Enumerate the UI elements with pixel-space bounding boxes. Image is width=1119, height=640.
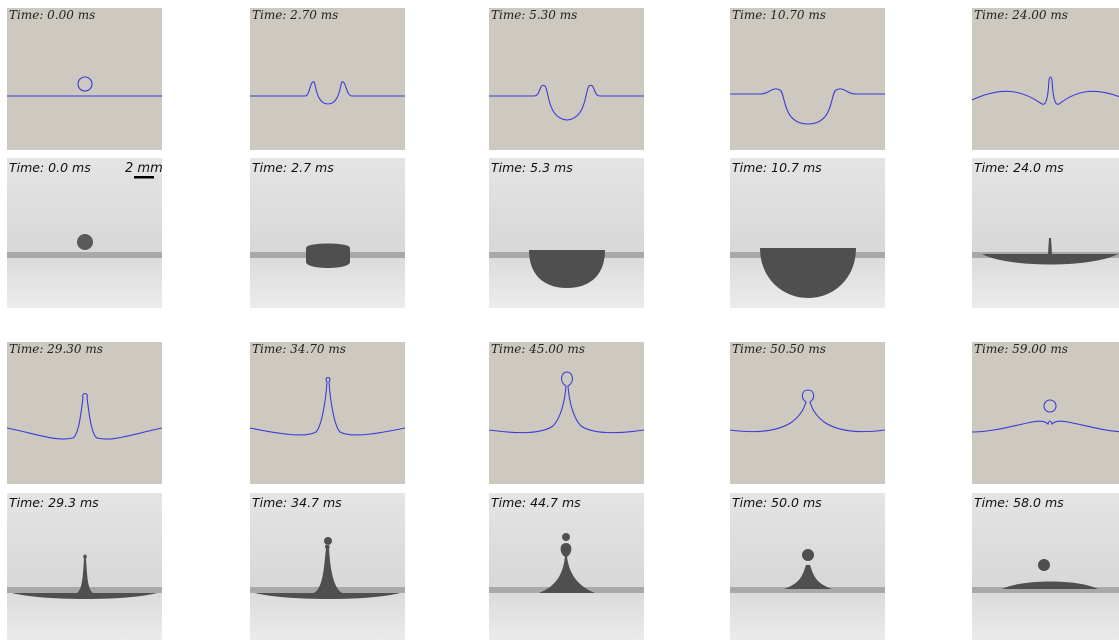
experiment-time-label: Time: 24.0 ms bbox=[974, 160, 1064, 175]
figure: Time: 0.00 ms Time: 0.0 ms 2 mm Time: 2.70 … bbox=[0, 0, 1119, 640]
panel-background bbox=[489, 342, 644, 484]
simulation-panel: Time: 50.50 ms bbox=[730, 342, 885, 484]
simulation-time-label: Time: 10.70 ms bbox=[732, 8, 826, 22]
simulation-time-label: Time: 50.50 ms bbox=[732, 342, 826, 356]
simulation-time-label: Time: 0.00 ms bbox=[9, 8, 95, 22]
experiment-panel: Time: 2.7 ms bbox=[250, 158, 405, 308]
panel-background bbox=[972, 8, 1119, 150]
experiment-time-label: Time: 10.7 ms bbox=[732, 160, 822, 175]
panel-background bbox=[7, 342, 162, 484]
panel-background bbox=[730, 8, 885, 150]
simulation-panel: Time: 34.70 ms bbox=[250, 342, 405, 484]
experiment-time-label: Time: 2.7 ms bbox=[252, 160, 334, 175]
panel-background bbox=[250, 8, 405, 150]
experiment-time-label: Time: 0.0 ms bbox=[9, 160, 91, 175]
experiment-panel: Time: 58.0 ms bbox=[972, 493, 1119, 640]
simulation-time-label: Time: 34.70 ms bbox=[252, 342, 346, 356]
simulation-time-label: Time: 24.00 ms bbox=[974, 8, 1068, 22]
experiment-time-label: Time: 50.0 ms bbox=[732, 495, 822, 510]
panel-background bbox=[730, 342, 885, 484]
panel-background bbox=[7, 8, 162, 150]
experiment-panel: Time: 34.7 ms bbox=[250, 493, 405, 640]
photo-background bbox=[972, 158, 1119, 308]
experiment-time-label: Time: 29.3 ms bbox=[9, 495, 99, 510]
simulation-time-label: Time: 59.00 ms bbox=[974, 342, 1068, 356]
experiment-panel: Time: 10.7 ms bbox=[730, 158, 885, 308]
simulation-panel: Time: 10.70 ms bbox=[730, 8, 885, 150]
surface-band bbox=[7, 252, 162, 258]
scale-bar-label: 2 mm bbox=[125, 161, 163, 176]
experiment-panel: Time: 24.0 ms bbox=[972, 158, 1119, 308]
simulation-panel: Time: 24.00 ms bbox=[972, 8, 1119, 150]
simulation-panel: Time: 29.30 ms bbox=[7, 342, 162, 484]
experiment-panel: Time: 50.0 ms bbox=[730, 493, 885, 640]
scale-bar bbox=[134, 176, 154, 179]
liquid-shape bbox=[306, 244, 350, 269]
photo-background bbox=[7, 158, 162, 308]
simulation-panel: Time: 2.70 ms bbox=[250, 8, 405, 150]
experiment-time-label: Time: 34.7 ms bbox=[252, 495, 342, 510]
panel-background bbox=[250, 342, 405, 484]
experiment-panel: Time: 44.7 ms bbox=[489, 493, 644, 640]
simulation-panel: Time: 0.00 ms bbox=[7, 8, 162, 150]
panel-background bbox=[489, 8, 644, 150]
simulation-time-label: Time: 29.30 ms bbox=[9, 342, 103, 356]
photo-background bbox=[250, 158, 405, 308]
simulation-panel: Time: 5.30 ms bbox=[489, 8, 644, 150]
experiment-time-label: Time: 44.7 ms bbox=[491, 495, 581, 510]
experiment-panel: Time: 0.0 ms 2 mm bbox=[7, 158, 163, 308]
experiment-time-label: Time: 5.3 ms bbox=[491, 160, 573, 175]
experiment-panel: Time: 5.3 ms bbox=[489, 158, 644, 308]
simulation-time-label: Time: 45.00 ms bbox=[491, 342, 585, 356]
droplet bbox=[77, 234, 93, 250]
simulation-time-label: Time: 2.70 ms bbox=[252, 8, 338, 22]
simulation-time-label: Time: 5.30 ms bbox=[491, 8, 577, 22]
experiment-time-label: Time: 58.0 ms bbox=[974, 495, 1064, 510]
panel-background bbox=[972, 342, 1119, 484]
simulation-panel: Time: 45.00 ms bbox=[489, 342, 644, 484]
simulation-panel: Time: 59.00 ms bbox=[972, 342, 1119, 484]
experiment-panel: Time: 29.3 ms bbox=[7, 493, 162, 640]
